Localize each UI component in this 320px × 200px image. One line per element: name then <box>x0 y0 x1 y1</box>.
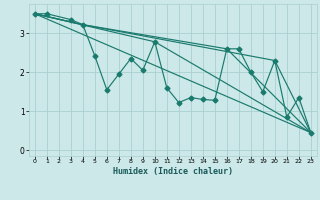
X-axis label: Humidex (Indice chaleur): Humidex (Indice chaleur) <box>113 167 233 176</box>
